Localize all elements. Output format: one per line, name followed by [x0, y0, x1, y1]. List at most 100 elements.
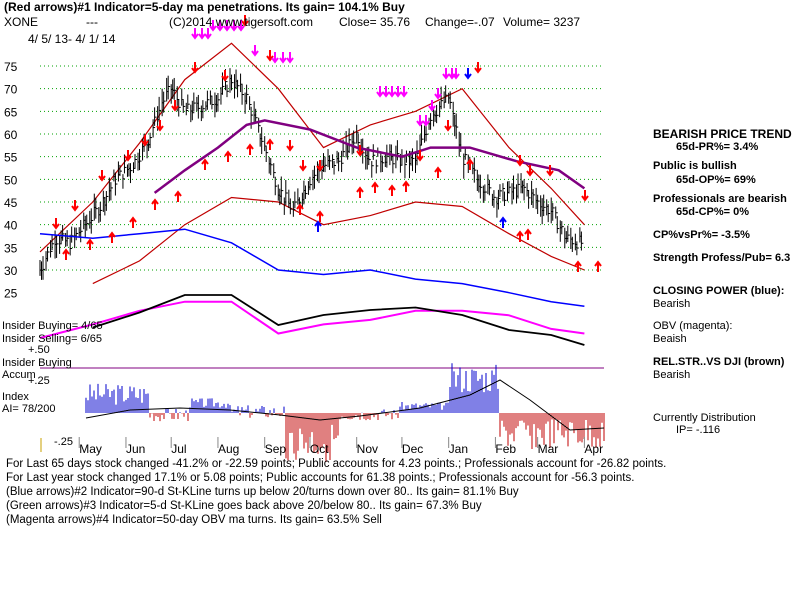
magenta-arrow	[416, 115, 424, 127]
magenta-arrow	[442, 68, 450, 80]
magenta-arrow	[452, 68, 460, 80]
closing-power-label: CLOSING POWER (blue):	[653, 285, 785, 297]
index-label: Index	[2, 391, 29, 403]
footer-line2: For Last year stock changed 17.1% or 5.0…	[6, 472, 635, 484]
magenta-arrow	[237, 20, 245, 32]
red-up-arrow	[174, 190, 182, 202]
magenta-arrow	[434, 88, 442, 100]
rel-strength-line	[92, 294, 585, 346]
y-tick-label: 75	[4, 60, 18, 74]
obv-value: Beaish	[653, 333, 687, 345]
red-down-arrow	[286, 140, 294, 152]
y-tick-label: 30	[4, 264, 18, 278]
y-tick-label: 50	[4, 173, 18, 187]
magenta-arrow	[198, 28, 206, 40]
rel-str-value: Bearish	[653, 369, 691, 381]
red-down-arrow	[221, 70, 229, 82]
y-tick-label: 55	[4, 151, 18, 165]
close-value: Close= 35.76	[339, 15, 411, 29]
red-up-arrow	[86, 238, 94, 250]
magenta-arrow	[223, 20, 231, 32]
magenta-arrow	[376, 86, 384, 98]
obv-line	[39, 300, 585, 339]
strength-value: Strength Profess/Pub= 6.3	[653, 252, 791, 264]
footer-line1: For Last 65 days stock changed -41.2% or…	[6, 458, 667, 470]
magenta-arrow	[382, 86, 390, 98]
obv-label: OBV (magenta):	[653, 320, 733, 332]
y-tick-label: 60	[4, 128, 18, 142]
ai-value: AI= 78/200	[2, 403, 56, 415]
red-up-arrow	[402, 180, 410, 192]
blue-up-arrow	[499, 216, 507, 228]
blue-down-arrow	[464, 68, 472, 80]
x-tick-label: Sep	[265, 442, 287, 456]
y-tick-label: 45	[4, 196, 18, 210]
red-down-arrow	[156, 120, 164, 132]
red-down-arrow	[52, 218, 60, 230]
x-tick-label: Oct	[310, 442, 329, 456]
magenta-arrow	[388, 86, 396, 98]
magenta-arrow	[251, 45, 259, 57]
y-tick-label: 25	[4, 287, 18, 301]
x-tick-label: Apr	[584, 442, 603, 456]
insider-buying-label: Insider Buying	[2, 357, 72, 369]
x-tick-label: Dec	[402, 442, 423, 456]
red-up-arrow	[108, 231, 116, 243]
distribution-value: IP= -.116	[676, 424, 721, 436]
red-down-arrow	[98, 170, 106, 182]
footer-line3: (Blue arrows)#2 Indicator=90-d St-KLine …	[6, 486, 519, 498]
red-up-arrow	[594, 260, 602, 272]
accum-plus50: +.50	[28, 344, 50, 356]
red-up-arrow	[201, 158, 209, 170]
red-down-arrow	[546, 165, 554, 177]
red-up-arrow	[266, 138, 274, 150]
accum-minus25: -.25	[54, 436, 73, 448]
x-tick-label: May	[79, 442, 102, 456]
red-up-arrow	[574, 260, 582, 272]
red-up-arrow	[356, 186, 364, 198]
red-down-arrow	[299, 160, 307, 172]
pr-value: 65d-PR%= 3.4%	[676, 141, 759, 153]
rel-str-label: REL.STR..VS DJI (brown)	[653, 356, 785, 368]
magenta-arrow	[286, 52, 294, 64]
red-down-arrow	[124, 150, 132, 162]
ticker-label: XONE	[4, 15, 39, 29]
red-up-arrow	[371, 181, 379, 193]
magenta-arrow	[428, 100, 436, 112]
insider-buying: Insider Buying= 4/65	[2, 320, 103, 332]
x-tick-label: Aug	[218, 442, 239, 456]
magenta-arrow	[279, 52, 287, 64]
magenta-arrow	[394, 86, 402, 98]
accum-ma-line	[85, 379, 605, 431]
prof-status: Professionals are bearish	[653, 193, 787, 205]
magenta-arrow	[230, 20, 238, 32]
x-tick-label: Mar	[538, 442, 559, 456]
magenta-arrow	[400, 86, 408, 98]
red-down-arrow	[444, 120, 452, 132]
y-tick-label: 35	[4, 241, 18, 255]
magenta-arrow	[204, 28, 212, 40]
blue-up-arrow	[314, 220, 322, 232]
red-down-arrow	[171, 100, 179, 112]
lower-band-line	[92, 196, 585, 285]
magenta-arrow	[422, 115, 430, 127]
red-down-arrow	[516, 155, 524, 167]
distribution-label: Currently Distribution	[653, 412, 756, 424]
red-up-arrow	[151, 198, 159, 210]
closing-power-value: Bearish	[653, 298, 691, 310]
magenta-arrow	[271, 52, 279, 64]
x-tick-label: Feb	[495, 442, 516, 456]
date-range: 4/ 5/ 13- 4/ 1/ 14	[28, 32, 116, 46]
x-tick-label: Jul	[171, 442, 186, 456]
red-up-arrow	[316, 210, 324, 222]
y-tick-label: 40	[4, 219, 18, 233]
footer-line5: (Magenta arrows)#4 Indicator=50-day OBV …	[6, 514, 382, 526]
change-value: Change=-.07	[425, 15, 495, 29]
magenta-arrow	[191, 28, 199, 40]
red-up-arrow	[516, 230, 524, 242]
x-tick-label: Jan	[449, 442, 468, 456]
magenta-arrow	[209, 20, 217, 32]
red-down-arrow	[416, 150, 424, 162]
magenta-arrow	[216, 20, 224, 32]
